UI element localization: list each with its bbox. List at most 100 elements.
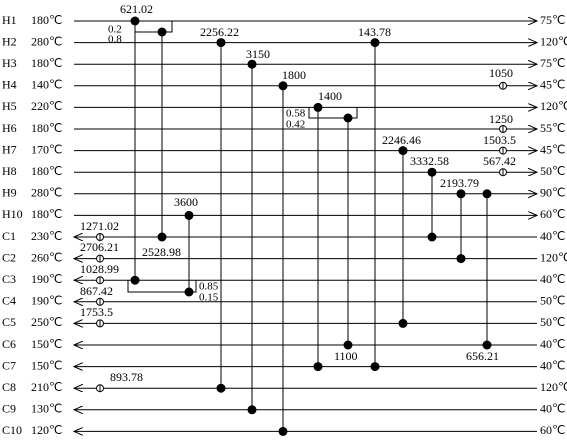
exchanger-node (398, 146, 408, 156)
exchanger-duty: 143.78 (358, 25, 391, 39)
exchanger-duty: 621.02 (120, 2, 153, 16)
exchanger-node (482, 189, 492, 199)
outlet-temp: 60℃ (540, 423, 565, 437)
outlet-temp: 40℃ (540, 229, 565, 243)
inlet-temp: 250℃ (31, 315, 62, 329)
stream-name: C2 (2, 250, 16, 264)
inlet-temp: 280℃ (31, 34, 62, 48)
utility-duty: 893.78 (110, 370, 143, 384)
stream-name: C3 (2, 272, 16, 286)
inlet-temp: 180℃ (31, 13, 62, 27)
utility-duty: 567.42 (483, 154, 516, 168)
exchanger-duty: 1400 (318, 89, 342, 103)
stream-name: C7 (2, 358, 16, 372)
exchanger-node (247, 405, 257, 415)
outlet-temp: 60℃ (540, 207, 565, 221)
outlet-temp: 120℃ (540, 380, 567, 394)
outlet-temp: 40℃ (540, 402, 565, 416)
stream-name: C1 (2, 229, 16, 243)
split-bracket (135, 20, 173, 33)
exchanger-duty: 2528.98 (142, 245, 181, 259)
stream-name: C8 (2, 380, 16, 394)
outlet-temp: 55℃ (540, 121, 565, 135)
exchanger-duty: 3332.58 (410, 154, 449, 168)
exchanger-node (456, 189, 466, 199)
stream-name: H4 (2, 78, 17, 92)
outlet-temp: 90℃ (540, 186, 565, 200)
stream-name: H1 (2, 13, 17, 27)
exchanger-node (313, 102, 323, 112)
exchanger-node (130, 275, 140, 285)
inlet-temp: 190℃ (31, 272, 62, 286)
outlet-temp: 45℃ (540, 78, 565, 92)
utility-duty: 1050 (489, 66, 513, 80)
exchanger-node (278, 81, 288, 91)
exchanger-duty: 3600 (174, 195, 198, 209)
split-fraction: 0.42 (286, 119, 305, 131)
utility-duty: 1503.5 (483, 133, 516, 147)
stream-name: H6 (2, 121, 17, 135)
exchanger-node (343, 113, 353, 123)
exchanger-node (427, 232, 437, 242)
inlet-temp: 190℃ (31, 294, 62, 308)
exchanger-node (427, 167, 437, 177)
outlet-temp: 40℃ (540, 358, 565, 372)
split-fraction: 0.15 (199, 292, 219, 304)
inlet-temp: 280℃ (31, 186, 62, 200)
exchanger-node (216, 383, 226, 393)
stream-name: C6 (2, 337, 16, 351)
stream-name: H7 (2, 142, 17, 156)
outlet-temp: 50℃ (540, 315, 565, 329)
exchanger-node (157, 232, 167, 242)
inlet-temp: 210℃ (31, 380, 62, 394)
stream-name: H3 (2, 56, 17, 70)
exchanger-node (278, 426, 288, 436)
split-bracket (127, 280, 197, 293)
exchanger-node (157, 27, 167, 37)
utility-duty: 1271.02 (80, 219, 119, 233)
stream-name: H9 (2, 186, 17, 200)
exchanger-node (398, 318, 408, 328)
exchanger-duty: 1100 (334, 349, 358, 363)
stream-name: C4 (2, 294, 16, 308)
outlet-temp: 40℃ (540, 272, 565, 286)
exchanger-node (456, 254, 466, 264)
inlet-temp: 180℃ (31, 56, 62, 70)
utility-duty: 1250 (489, 112, 513, 126)
split-fraction: 0.8 (108, 34, 122, 46)
stream-name: C9 (2, 402, 16, 416)
exchanger-duty: 2193.79 (440, 176, 479, 190)
exchanger-node (184, 287, 194, 297)
exchanger-duty: 3150 (246, 47, 270, 61)
exchanger-duty: 1800 (282, 68, 306, 82)
split-fraction: 0.85 (199, 281, 219, 293)
utility-duty: 1753.5 (80, 305, 113, 319)
inlet-temp: 170℃ (31, 142, 62, 156)
inlet-temp: 150℃ (31, 358, 62, 372)
outlet-temp: 120℃ (540, 99, 567, 113)
exchanger-duty: 2256.22 (200, 25, 239, 39)
inlet-temp: 220℃ (31, 99, 62, 113)
stream-name: H2 (2, 34, 17, 48)
outlet-temp: 40℃ (540, 337, 565, 351)
exchanger-node (343, 340, 353, 350)
exchanger-node (184, 210, 194, 220)
split-fraction: 0.58 (286, 108, 306, 120)
exchanger-node (370, 362, 380, 372)
stream-name: H8 (2, 164, 17, 178)
exchanger-node (482, 340, 492, 350)
outlet-temp: 50℃ (540, 294, 565, 308)
utility-duty: 867.42 (80, 284, 113, 298)
exchanger-node (216, 38, 226, 48)
exchanger-node (130, 16, 140, 26)
outlet-temp: 75℃ (540, 13, 565, 27)
outlet-temp: 75℃ (540, 56, 565, 70)
exchanger-node (313, 362, 323, 372)
exchanger-duty: 656.21 (466, 349, 499, 363)
inlet-temp: 260℃ (31, 250, 62, 264)
stream-name: H5 (2, 99, 17, 113)
exchanger-node (247, 59, 257, 69)
stream-name: C10 (2, 423, 22, 437)
utility-duty: 2706.21 (80, 240, 119, 254)
